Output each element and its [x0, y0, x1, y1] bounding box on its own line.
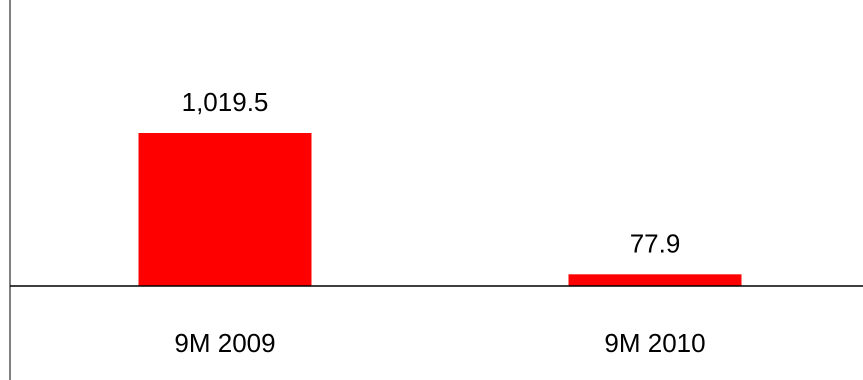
data-label-1: 1,019.5 [182, 87, 269, 117]
bar-2 [568, 274, 742, 286]
x-tick-label-2: 9M 2010 [604, 328, 705, 358]
x-tick-label-1: 9M 2009 [174, 328, 275, 358]
data-label-2: 77.9 [630, 228, 681, 258]
labels-group: 1,019.5 9M 2009 77.9 9M 2010 [174, 87, 705, 358]
bars-group [138, 133, 742, 286]
bar-1 [138, 133, 312, 286]
